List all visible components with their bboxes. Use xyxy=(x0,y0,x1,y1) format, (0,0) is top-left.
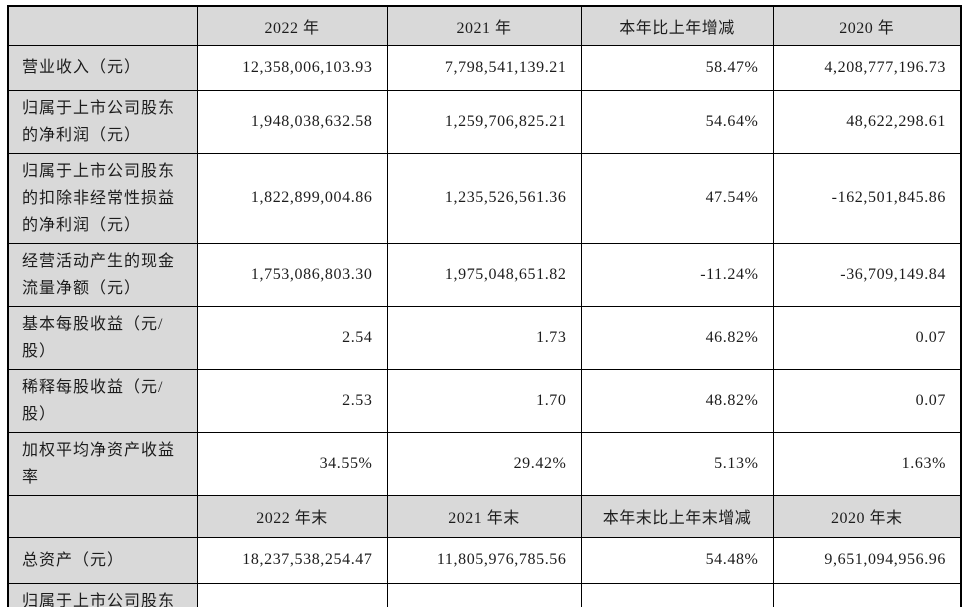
header-2022: 2022 年 xyxy=(196,5,388,46)
row-label: 营业收入（元） xyxy=(7,44,198,91)
cell-2021: 1,235,526,561.36 xyxy=(386,152,582,244)
cell-yoy-change: 48.82% xyxy=(580,368,774,433)
cell-2022: 2.54 xyxy=(196,305,388,370)
cell-2022: 12,358,006,103.93 xyxy=(196,44,388,91)
cell-2022: 34.55% xyxy=(196,431,388,496)
header-2020-yearend: 2020 年末 xyxy=(772,494,962,538)
cell-2020: 0.07 xyxy=(772,368,962,433)
cell-2021-yearend: 5,077,511,565.36 xyxy=(386,582,582,607)
header-2021-yearend: 2021 年末 xyxy=(386,494,582,538)
cell-2021: 29.42% xyxy=(386,431,582,496)
table-row-total-assets: 总资产（元） 18,237,538,254.47 11,805,976,785.… xyxy=(7,536,962,584)
cell-2021: 1,975,048,651.82 xyxy=(386,242,582,307)
header-corner-cell xyxy=(7,494,198,538)
table-row-weighted-avg-roe: 加权平均净资产收益率 34.55% 29.42% 5.13% 1.63% xyxy=(7,431,962,496)
cell-yoy-change: -11.24% xyxy=(580,242,774,307)
table-row-operating-revenue: 营业收入（元） 12,358,006,103.93 7,798,541,139.… xyxy=(7,44,962,91)
cell-2022: 1,948,038,632.58 xyxy=(196,89,388,154)
cell-2021: 1,259,706,825.21 xyxy=(386,89,582,154)
cell-yearend-change: 27.80% xyxy=(580,582,774,607)
row-label: 经营活动产生的现金流量净额（元） xyxy=(7,242,198,307)
row-label: 归属于上市公司股东的净利润（元） xyxy=(7,89,198,154)
cell-2020: 4,208,777,196.73 xyxy=(772,44,962,91)
row-label: 稀释每股收益（元/股） xyxy=(7,368,198,433)
row-label: 归属于上市公司股东的扣除非经常性损益的净利润（元） xyxy=(7,152,198,244)
table-row-net-assets: 归属于上市公司股东的净资产（元） 6,489,306,844.43 5,077,… xyxy=(7,582,962,607)
cell-2022: 1,822,899,004.86 xyxy=(196,152,388,244)
header-yoy-change: 本年比上年增减 xyxy=(580,5,774,46)
row-label: 归属于上市公司股东的净资产（元） xyxy=(7,582,198,607)
cell-2020: 0.07 xyxy=(772,305,962,370)
header-corner-cell xyxy=(7,5,198,46)
cell-2022: 2.53 xyxy=(196,368,388,433)
table-header-row-yearend: 2022 年末 2021 年末 本年末比上年末增减 2020 年末 xyxy=(7,494,962,538)
header-2020: 2020 年 xyxy=(772,5,962,46)
table-row-diluted-eps: 稀释每股收益（元/股） 2.53 1.70 48.82% 0.07 xyxy=(7,368,962,433)
financial-summary-table: 2022 年 2021 年 本年比上年增减 2020 年 营业收入（元） 12,… xyxy=(7,5,962,607)
cell-2020-yearend: 9,651,094,956.96 xyxy=(772,536,962,584)
table-row-operating-cash-flow: 经营活动产生的现金流量净额（元） 1,753,086,803.30 1,975,… xyxy=(7,242,962,307)
cell-2020: 48,622,298.61 xyxy=(772,89,962,154)
cell-yoy-change: 5.13% xyxy=(580,431,774,496)
table-row-net-profit: 归属于上市公司股东的净利润（元） 1,948,038,632.58 1,259,… xyxy=(7,89,962,154)
cell-yoy-change: 46.82% xyxy=(580,305,774,370)
cell-yearend-change: 54.48% xyxy=(580,536,774,584)
cell-2022-yearend: 18,237,538,254.47 xyxy=(196,536,388,584)
cell-2020-yearend: 2,950,169,996.80 xyxy=(772,582,962,607)
row-label: 总资产（元） xyxy=(7,536,198,584)
header-2022-yearend: 2022 年末 xyxy=(196,494,388,538)
row-label: 加权平均净资产收益率 xyxy=(7,431,198,496)
cell-2021: 1.73 xyxy=(386,305,582,370)
cell-2022-yearend: 6,489,306,844.43 xyxy=(196,582,388,607)
cell-yoy-change: 47.54% xyxy=(580,152,774,244)
cell-2021: 7,798,541,139.21 xyxy=(386,44,582,91)
row-label: 基本每股收益（元/股） xyxy=(7,305,198,370)
cell-2022: 1,753,086,803.30 xyxy=(196,242,388,307)
table-header-row-annual: 2022 年 2021 年 本年比上年增减 2020 年 xyxy=(7,5,962,46)
cell-yoy-change: 54.64% xyxy=(580,89,774,154)
table-row-basic-eps: 基本每股收益（元/股） 2.54 1.73 46.82% 0.07 xyxy=(7,305,962,370)
cell-yoy-change: 58.47% xyxy=(580,44,774,91)
header-2021: 2021 年 xyxy=(386,5,582,46)
cell-2020: -36,709,149.84 xyxy=(772,242,962,307)
cell-2020: 1.63% xyxy=(772,431,962,496)
table-row-net-profit-excl-nonrecurring: 归属于上市公司股东的扣除非经常性损益的净利润（元） 1,822,899,004.… xyxy=(7,152,962,244)
cell-2021: 1.70 xyxy=(386,368,582,433)
header-yearend-change: 本年末比上年末增减 xyxy=(580,494,774,538)
cell-2020: -162,501,845.86 xyxy=(772,152,962,244)
cell-2021-yearend: 11,805,976,785.56 xyxy=(386,536,582,584)
